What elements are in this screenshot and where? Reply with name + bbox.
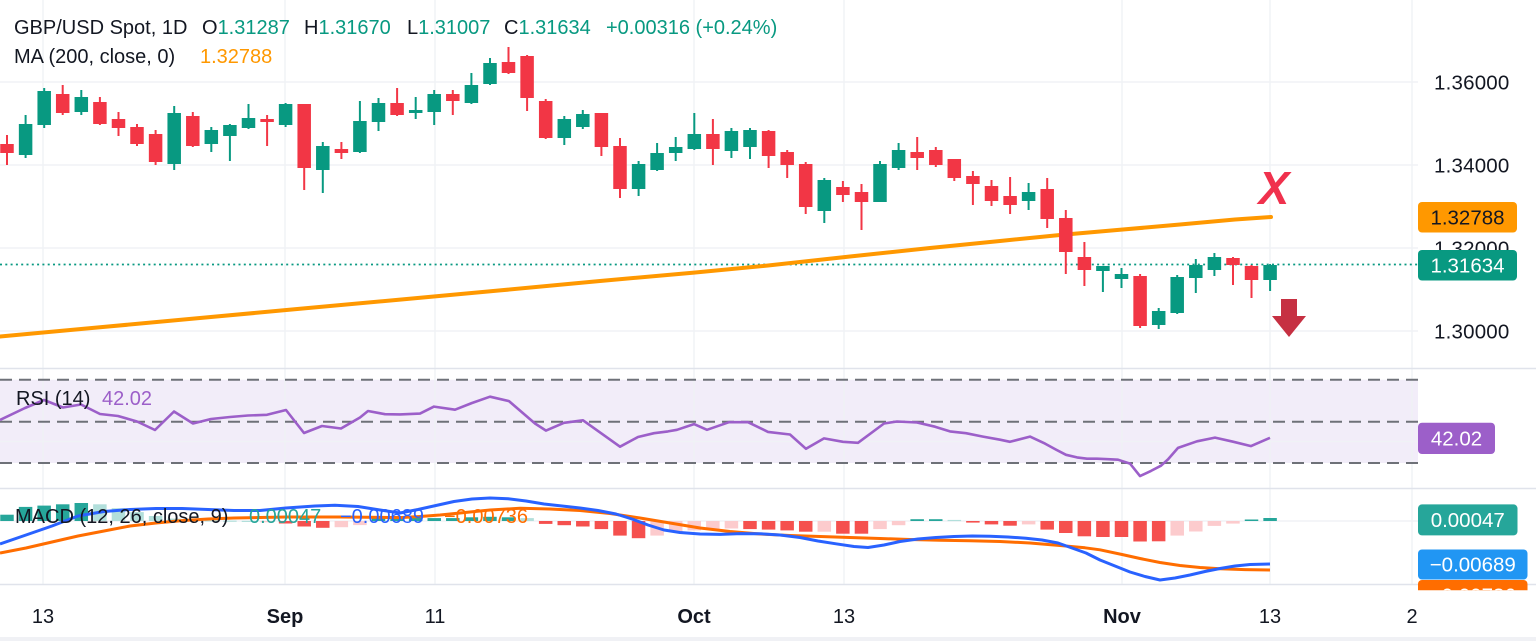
svg-text:−0.00689: −0.00689	[1430, 554, 1516, 577]
svg-text:RSI (14)42.02: RSI (14) 42.02	[16, 388, 152, 410]
svg-text:1.36000: 1.36000	[1434, 72, 1510, 95]
svg-text:42.02: 42.02	[1431, 428, 1482, 451]
svg-text:Sep: Sep	[267, 606, 304, 628]
svg-text:11: 11	[425, 606, 446, 628]
svg-text:MA (200, close, 0)1.32788: MA (200, close, 0) 1.32788	[14, 46, 272, 68]
svg-text:13: 13	[32, 606, 54, 628]
svg-text:1.31634: 1.31634	[1430, 254, 1504, 277]
svg-text:Nov: Nov	[1103, 606, 1142, 628]
svg-text:MACD (12, 26, close, 9)0.00047: MACD (12, 26, close, 9) 0.00047 −0.00689 −0…	[15, 506, 528, 528]
svg-text:−0.00736: −0.00736	[1430, 585, 1516, 608]
svg-text:1.30000: 1.30000	[1434, 321, 1510, 344]
svg-text:13: 13	[833, 606, 855, 628]
svg-text:1.34000: 1.34000	[1434, 155, 1510, 178]
svg-text:13: 13	[1259, 606, 1281, 628]
svg-text:X: X	[1256, 162, 1292, 214]
svg-text:Oct: Oct	[677, 606, 711, 628]
svg-text:2: 2	[1406, 606, 1417, 628]
svg-text:1.32788: 1.32788	[1430, 206, 1504, 229]
svg-text:0.00047: 0.00047	[1431, 509, 1505, 532]
